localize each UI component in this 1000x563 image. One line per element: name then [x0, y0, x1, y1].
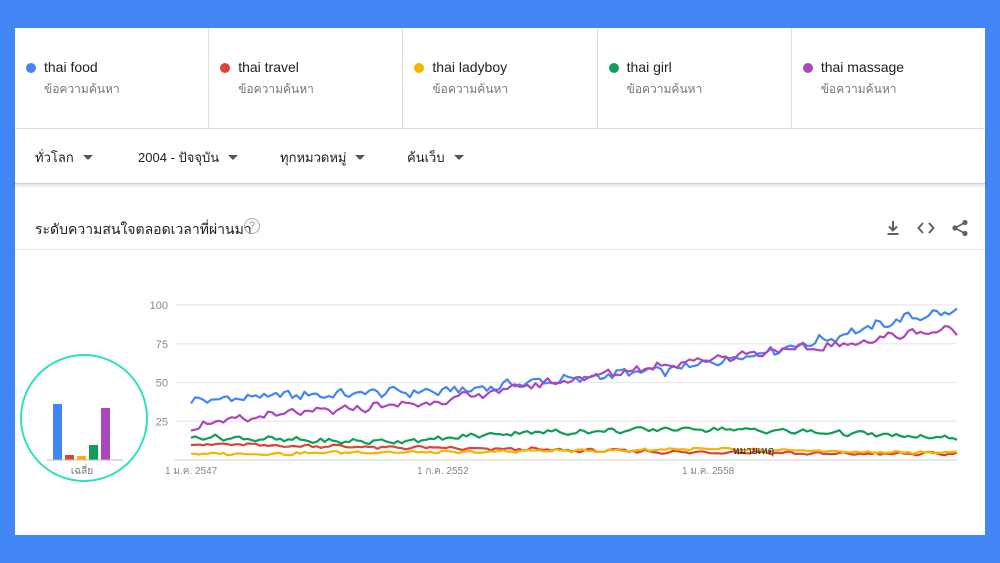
category-dropdown[interactable]: ทุกหมวดหมู่ — [280, 147, 366, 168]
caret-down-icon — [228, 155, 239, 161]
term-thai-travel[interactable]: thai travel ข้อความค้นหา — [209, 28, 404, 128]
x-tick-label: 1 ม.ค. 2547 — [165, 466, 218, 477]
term-name: thai massage — [820, 59, 905, 75]
time-range-label: 2004 - ปัจจุบัน — [138, 150, 220, 165]
term-name: thai ladyboy — [432, 59, 508, 75]
average-bar — [89, 445, 98, 460]
term-type: ข้อความค้นหา — [626, 82, 703, 96]
term-thai-girl[interactable]: thai girl ข้อความค้นหา — [598, 28, 792, 128]
y-tick-label: 75 — [156, 339, 168, 351]
interest-over-time-chart: 100 75 50 25 1 ม.ค. 2547 1 ก.ค. 2552 1 ม.ค. 25… — [47, 300, 958, 477]
average-bar — [65, 455, 74, 460]
x-tick-label: 1 ม.ค. 2558 — [682, 466, 735, 477]
term-thai-massage[interactable]: thai massage ข้อความค้นหา — [792, 28, 985, 128]
time-range-dropdown[interactable]: 2004 - ปัจจุบัน — [138, 147, 239, 168]
x-tick-label: 1 ก.ค. 2552 — [417, 466, 469, 477]
series-line — [190, 325, 958, 432]
card-title: ระดับความสนใจตลอดเวลาที่ผ่านมา — [35, 221, 252, 237]
series-color-dot — [414, 63, 425, 73]
search-type-label: ค้นเว็บ — [407, 150, 445, 165]
series-color-dot — [608, 63, 619, 73]
average-bar — [101, 408, 110, 460]
chart-annotation-label: หมายเหตุ — [733, 446, 774, 457]
term-thai-ladyboy[interactable]: thai ladyboy ข้อความค้นหา — [403, 28, 598, 128]
series-color-dot — [26, 63, 36, 73]
term-thai-food[interactable]: thai food ข้อความค้นหา — [15, 28, 210, 128]
caret-down-icon — [453, 155, 464, 161]
download-icon[interactable] — [883, 218, 903, 238]
compare-terms-bar: thai food ข้อความค้นหา thai travel ข้อคว… — [15, 28, 985, 129]
series-line — [190, 446, 958, 457]
term-type: ข้อความค้นหา — [238, 82, 314, 96]
search-type-dropdown[interactable]: ค้นเว็บ — [407, 147, 464, 168]
average-bar — [53, 404, 62, 460]
embed-code-icon[interactable] — [916, 218, 936, 238]
share-icon[interactable] — [950, 218, 970, 238]
card-divider — [15, 249, 985, 250]
series-line — [190, 307, 958, 405]
series-color-dot — [220, 63, 231, 73]
category-label: ทุกหมวดหมู่ — [280, 150, 347, 165]
term-type: ข้อความค้นหา — [820, 82, 897, 96]
y-tick-label: 25 — [156, 416, 168, 428]
average-bar — [77, 456, 86, 460]
y-tick-label: 100 — [150, 300, 168, 312]
help-icon[interactable]: ? — [244, 218, 260, 234]
caret-down-icon — [82, 155, 93, 161]
average-label: เฉลี่ย — [71, 463, 93, 477]
series-line — [190, 426, 958, 446]
y-tick-label: 50 — [156, 378, 168, 390]
filter-bar: ทั่วโลก 2004 - ปัจจุบัน ทุกหมวดหมู่ ค้นเ… — [15, 129, 985, 184]
region-dropdown[interactable]: ทั่วโลก — [35, 147, 93, 168]
term-type: ข้อความค้นหา — [432, 82, 509, 96]
term-type: ข้อความค้นหา — [44, 82, 120, 96]
region-label: ทั่วโลก — [35, 150, 74, 165]
trends-panel: thai food ข้อความค้นหา thai travel ข้อคว… — [15, 28, 985, 535]
average-highlight-circle — [20, 354, 148, 482]
term-name: thai food — [44, 59, 98, 75]
caret-down-icon — [355, 155, 366, 161]
term-name: thai travel — [238, 59, 299, 75]
term-name: thai girl — [626, 59, 672, 75]
series-color-dot — [802, 63, 813, 73]
